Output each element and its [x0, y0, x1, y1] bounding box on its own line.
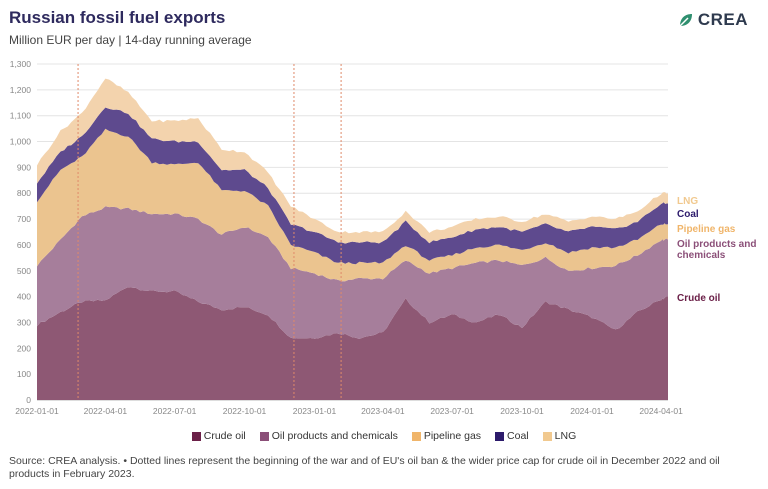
end-label-oil-products: Oil products and chemicals: [677, 239, 756, 261]
logo-text: CREA: [697, 10, 748, 29]
end-label-line: Oil products and: [677, 239, 756, 250]
area-coal: [37, 107, 668, 265]
legend-label-pipeline-gas: Pipeline gas: [423, 430, 482, 442]
legend-item-coal: Coal: [495, 430, 529, 442]
area-series: [37, 78, 668, 400]
y-tick-label: 300: [17, 317, 31, 327]
legend-item-crude-oil: Crude oil: [191, 430, 246, 442]
y-tick-label: 1,200: [10, 85, 32, 95]
y-tick-label: 200: [17, 343, 31, 353]
legend-swatch-lng: [542, 431, 552, 441]
source-note: Source: CREA analysis. • Dotted lines re…: [9, 455, 720, 480]
y-tick-label: 500: [17, 266, 31, 276]
legend-label-lng: LNG: [554, 430, 577, 442]
end-label-lng: LNG: [677, 196, 698, 207]
chart-title: Russian fossil fuel exports: [9, 8, 226, 27]
series-end-labels: LNG Coal Pipeline gas Oil products and chemi…: [677, 196, 756, 304]
area-crude-oil: [37, 287, 668, 400]
crea-logo: CREA: [678, 10, 748, 30]
legend: Crude oil Oil products and chemicals Pip…: [0, 430, 768, 442]
legend-swatch-oil-products: [259, 431, 269, 441]
y-tick-label: 1,300: [10, 59, 32, 69]
x-tick-label: 2022-01-01: [15, 406, 59, 416]
area-oil-products: [37, 206, 668, 339]
x-tick-label: 2023-04-01: [361, 406, 405, 416]
legend-label-coal: Coal: [507, 430, 529, 442]
x-axis: 2022-01-01 2022-04-01 2022-07-01 2022-10-01…: [15, 406, 683, 416]
area-lng: [37, 78, 668, 244]
crea-leaf-icon: [679, 14, 692, 27]
y-tick-label: 0: [26, 395, 31, 405]
x-tick-label: 2023-01-01: [293, 406, 337, 416]
legend-item-lng: LNG: [542, 430, 577, 442]
x-tick-label: 2024-04-01: [639, 406, 683, 416]
y-tick-label: 600: [17, 240, 31, 250]
x-tick-label: 2023-10-01: [500, 406, 544, 416]
y-tick-label: 1,000: [10, 137, 32, 147]
end-label-line: chemicals: [677, 250, 726, 261]
legend-swatch-coal: [495, 431, 505, 441]
y-tick-label: 1,100: [10, 111, 32, 121]
end-label-coal: Coal: [677, 209, 699, 220]
chart-subtitle: Million EUR per day | 14-day running ave…: [9, 33, 252, 47]
area-pipeline-gas: [37, 128, 668, 282]
end-label-crude-oil: Crude oil: [677, 293, 721, 304]
legend-swatch-pipeline-gas: [411, 431, 421, 441]
y-tick-label: 800: [17, 188, 31, 198]
legend-label-crude-oil: Crude oil: [203, 430, 246, 442]
y-tick-label: 400: [17, 292, 31, 302]
y-tick-label: 100: [17, 369, 31, 379]
x-tick-label: 2023-07-01: [430, 406, 474, 416]
legend-label-oil-products: Oil products and chemicals: [271, 430, 398, 442]
y-tick-label: 900: [17, 162, 31, 172]
x-tick-label: 2022-07-01: [153, 406, 197, 416]
y-axis: 0 100 200 300 400 500 600 700 800 900 1,000 1,100 1,…: [10, 59, 32, 405]
legend-swatch-crude-oil: [191, 431, 201, 441]
y-tick-label: 700: [17, 214, 31, 224]
legend-item-pipeline-gas: Pipeline gas: [411, 430, 482, 442]
x-tick-label: 2024-01-01: [570, 406, 614, 416]
end-label-pipeline-gas: Pipeline gas: [677, 224, 736, 235]
stacked-area-chart: 0 100 200 300 400 500 600 700 800 900 1,000 1,100 1,…: [10, 59, 757, 416]
event-lines: [77, 64, 342, 400]
legend-item-oil-products: Oil products and chemicals: [259, 430, 398, 442]
x-tick-label: 2022-04-01: [84, 406, 128, 416]
x-tick-label: 2022-10-01: [223, 406, 267, 416]
